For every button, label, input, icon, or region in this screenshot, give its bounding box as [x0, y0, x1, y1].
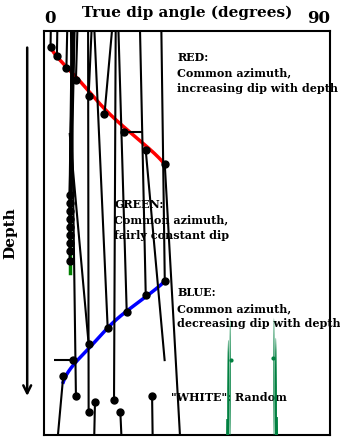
Text: Depth: Depth — [3, 207, 17, 259]
Text: BLUE:
Common azimuth,
decreasing dip with depth: BLUE: Common azimuth, decreasing dip wit… — [177, 288, 340, 329]
Text: "WHITE": Random: "WHITE": Random — [171, 392, 287, 403]
Ellipse shape — [230, 320, 231, 441]
Ellipse shape — [227, 340, 230, 448]
Text: RED:
Common azimuth,
increasing dip with depth: RED: Common azimuth, increasing dip with… — [177, 52, 339, 94]
Text: 0: 0 — [44, 10, 56, 27]
Ellipse shape — [275, 338, 277, 448]
Text: GREEN:
Common azimuth,
fairly constant dip: GREEN: Common azimuth, fairly constant d… — [114, 198, 229, 241]
Text: True dip angle (degrees): True dip angle (degrees) — [82, 6, 292, 20]
Text: 90: 90 — [307, 10, 330, 27]
Ellipse shape — [273, 318, 275, 439]
